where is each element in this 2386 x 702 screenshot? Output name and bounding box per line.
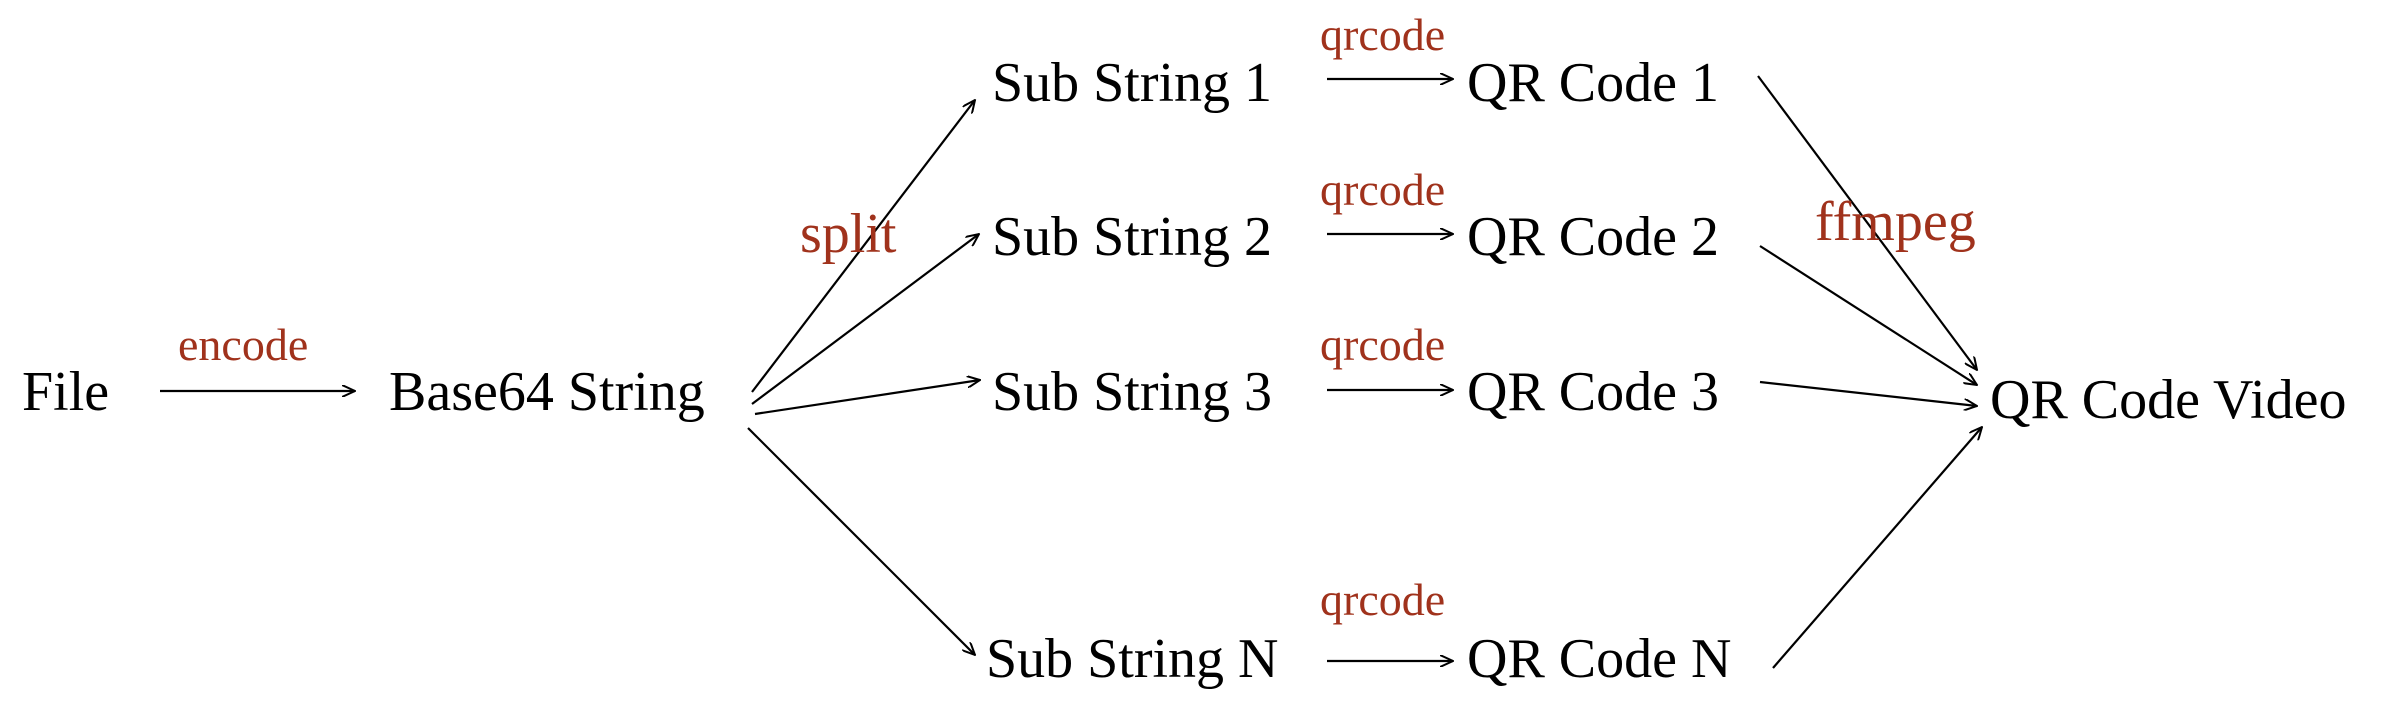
node-base64-string: Base64 String — [389, 361, 705, 423]
label-qrcode-n: qrcode — [1320, 574, 1445, 625]
edge-qr1-to-video — [1757, 75, 1977, 370]
nodes: File Base64 String Sub String 1 Sub Stri… — [22, 52, 2346, 690]
node-qr-code-2: QR Code 2 — [1467, 206, 1719, 268]
edge-qr2-to-video — [1759, 245, 1977, 385]
edge-base64-to-sub3 — [754, 380, 980, 416]
node-sub-string-1: Sub String 1 — [992, 52, 1272, 114]
node-qr-code-3: QR Code 3 — [1467, 361, 1719, 423]
edges — [160, 75, 1982, 669]
label-qrcode-1: qrcode — [1320, 9, 1445, 60]
node-sub-string-2: Sub String 2 — [992, 206, 1272, 268]
label-qrcode-2: qrcode — [1320, 164, 1445, 215]
label-split: split — [800, 203, 897, 265]
edge-base64-to-sub1 — [751, 100, 975, 393]
label-ffmpeg: ffmpeg — [1815, 191, 1976, 253]
label-qrcode-3: qrcode — [1320, 319, 1445, 370]
node-sub-string-3: Sub String 3 — [992, 361, 1272, 423]
edge-base64-to-sub2 — [751, 234, 979, 405]
node-file: File — [22, 361, 109, 423]
label-encode: encode — [178, 319, 308, 370]
edge-base64-to-subN — [747, 427, 975, 655]
node-qr-code-video: QR Code Video — [1990, 369, 2346, 431]
edge-labels: encode split qrcode qrcode qrcode qrcode… — [178, 9, 1976, 625]
node-sub-string-n: Sub String N — [986, 628, 1279, 690]
edge-qrN-to-video — [1772, 427, 1982, 669]
node-qr-code-1: QR Code 1 — [1467, 52, 1719, 114]
node-qr-code-n: QR Code N — [1467, 628, 1731, 690]
edge-qr3-to-video — [1759, 380, 1977, 406]
